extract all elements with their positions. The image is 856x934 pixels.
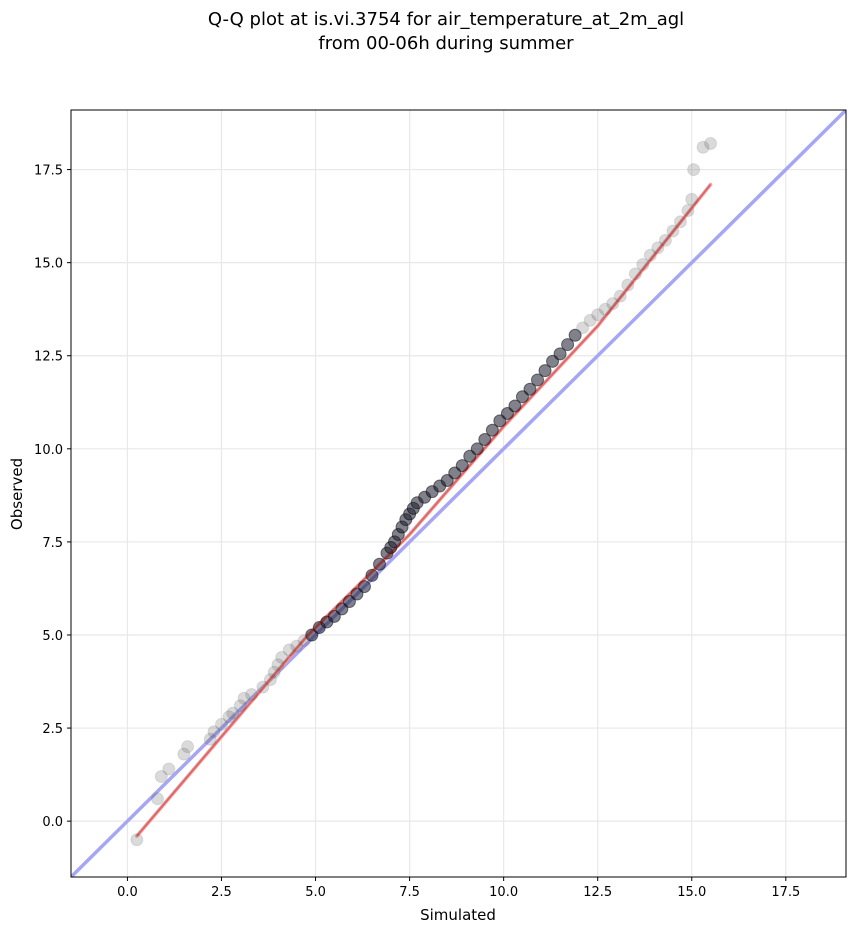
data-point xyxy=(256,680,270,694)
data-point xyxy=(154,769,168,783)
data-point xyxy=(226,706,240,720)
chart-subtitle: from 00-06h during summer xyxy=(318,33,574,54)
reference-lines xyxy=(71,110,846,877)
y-tick-label: 15.0 xyxy=(34,257,63,272)
x-tick-label: 5.0 xyxy=(305,885,326,900)
data-point xyxy=(271,658,285,672)
data-point xyxy=(636,258,650,272)
data-point xyxy=(673,215,687,229)
fit-line xyxy=(135,182,713,838)
data-point xyxy=(263,673,277,687)
data-point xyxy=(485,423,499,437)
data-point xyxy=(237,691,251,705)
data-point xyxy=(365,568,379,582)
data-point xyxy=(598,302,612,316)
x-tick-label: 7.5 xyxy=(399,885,420,900)
data-point xyxy=(685,192,699,206)
data-point xyxy=(696,140,710,154)
data-point xyxy=(245,688,259,702)
axis-ticks: 0.0 2.5 5.0 7.5 10.0 12.5 15.0 17.5 0.0 2.5 5.0 7.5… xyxy=(34,164,800,900)
data-point xyxy=(455,459,469,473)
data-point xyxy=(275,650,289,664)
data-point xyxy=(568,328,582,342)
data-point xyxy=(651,241,665,255)
y-tick-label: 10.0 xyxy=(34,443,63,458)
x-tick-label: 17.5 xyxy=(771,885,800,900)
data-point xyxy=(538,364,552,378)
data-point xyxy=(177,747,191,761)
y-tick-label: 12.5 xyxy=(34,350,63,365)
data-point xyxy=(372,557,386,571)
grid xyxy=(71,110,846,877)
fit-line-overlay xyxy=(136,183,712,837)
data-point xyxy=(561,338,575,352)
data-point xyxy=(666,224,680,238)
data-point xyxy=(531,373,545,387)
data-point xyxy=(621,278,635,292)
y-tick-label: 17.5 xyxy=(34,164,63,179)
data-point xyxy=(583,313,597,327)
data-point xyxy=(687,163,701,177)
identity-line xyxy=(71,110,846,877)
x-tick-label: 15.0 xyxy=(677,885,706,900)
data-point xyxy=(704,137,718,151)
x-axis-label: Simulated xyxy=(420,906,496,924)
data-point xyxy=(207,725,221,739)
data-point xyxy=(523,382,537,396)
data-point xyxy=(643,248,657,262)
data-point xyxy=(267,665,281,679)
data-point xyxy=(470,442,484,456)
data-point xyxy=(222,710,236,724)
y-tick-label: 2.5 xyxy=(42,722,63,737)
data-point xyxy=(151,792,165,806)
data-point xyxy=(591,308,605,322)
data-point xyxy=(282,643,296,657)
data-point xyxy=(508,399,522,413)
data-point xyxy=(203,732,217,746)
y-tick-label: 7.5 xyxy=(42,536,63,551)
data-point xyxy=(478,433,492,447)
data-points xyxy=(130,137,718,847)
x-tick-label: 12.5 xyxy=(583,885,612,900)
data-point xyxy=(181,740,195,754)
data-point xyxy=(290,639,304,653)
x-tick-label: 2.5 xyxy=(211,885,232,900)
data-point xyxy=(576,321,590,335)
x-tick-label: 0.0 xyxy=(117,885,138,900)
y-axis-label: Observed xyxy=(8,458,26,530)
data-point xyxy=(628,267,642,281)
chart-title: Q-Q plot at is.vi.3754 for air_temperatu… xyxy=(208,9,684,30)
data-point xyxy=(658,233,672,247)
data-point xyxy=(606,297,620,311)
data-point xyxy=(233,699,247,713)
y-tick-label: 5.0 xyxy=(42,629,63,644)
data-point xyxy=(613,289,627,303)
data-point xyxy=(214,717,228,731)
data-point xyxy=(162,762,176,776)
data-point xyxy=(553,347,567,361)
data-point xyxy=(681,204,695,218)
data-point xyxy=(357,580,371,594)
x-tick-label: 10.0 xyxy=(489,885,518,900)
data-point xyxy=(130,833,144,847)
plot-frame xyxy=(70,109,847,878)
y-tick-label: 0.0 xyxy=(42,815,63,830)
